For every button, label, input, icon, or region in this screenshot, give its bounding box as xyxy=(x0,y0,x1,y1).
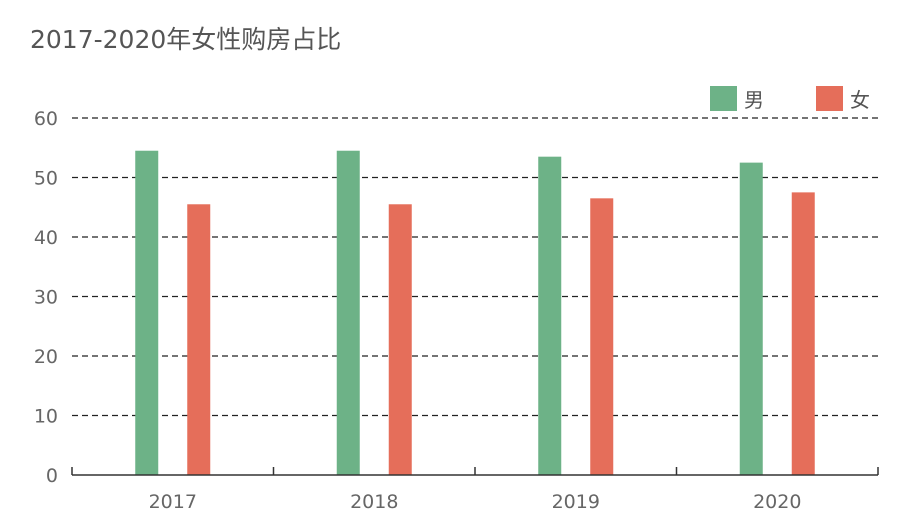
bar-2020-男 xyxy=(739,162,763,475)
y-tick-label: 20 xyxy=(34,346,58,368)
bar-2018-女 xyxy=(388,204,412,475)
x-axis-ticks: 2017 2018 2019 2020 xyxy=(149,491,802,513)
legend: 男女 xyxy=(710,86,870,112)
bar-2018-男 xyxy=(336,150,360,475)
legend-swatch-女 xyxy=(816,86,843,111)
chart-title: 2017-2020年女性购房占比 xyxy=(30,25,341,54)
legend-swatch-男 xyxy=(710,86,737,111)
bar-2017-女 xyxy=(187,204,211,475)
bar-2019-男 xyxy=(538,156,562,476)
bars xyxy=(135,150,815,476)
y-tick-label: 30 xyxy=(34,287,58,309)
y-axis-ticks: 0 10 20 30 40 50 60 xyxy=(34,108,58,487)
y-tick-label: 50 xyxy=(34,168,58,190)
y-tick-label: 0 xyxy=(46,465,58,487)
legend-label: 女 xyxy=(850,88,870,112)
bar-2017-男 xyxy=(135,150,159,475)
legend-label: 男 xyxy=(744,88,764,112)
y-tick-label: 40 xyxy=(34,227,58,249)
x-axis xyxy=(71,467,879,476)
x-tick-label: 2017 xyxy=(149,491,197,513)
x-tick-label: 2019 xyxy=(552,491,600,513)
x-tick-label: 2018 xyxy=(350,491,398,513)
bar-2019-女 xyxy=(590,198,614,475)
y-tick-label: 60 xyxy=(34,108,58,130)
y-tick-label: 10 xyxy=(34,406,58,428)
x-tick-label: 2020 xyxy=(753,491,801,513)
bar-2020-女 xyxy=(791,192,815,475)
